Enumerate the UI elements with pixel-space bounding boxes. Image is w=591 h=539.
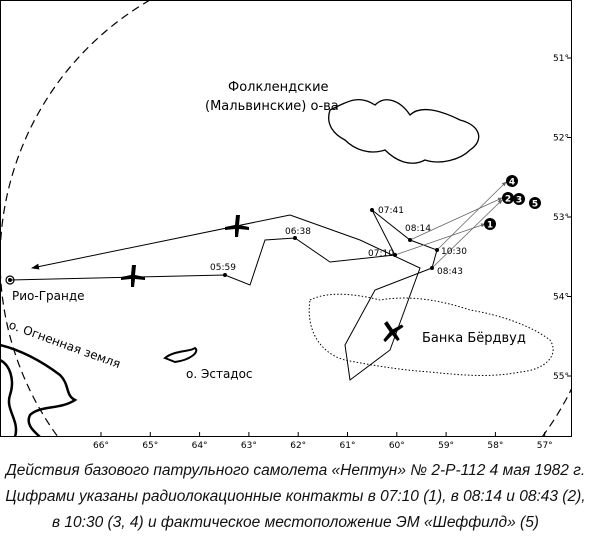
contact-marker (513, 193, 525, 205)
contact-label: 1 (487, 221, 493, 231)
contact-label: 2 (505, 195, 511, 205)
waypoint (293, 236, 297, 240)
longitude-label: 59° (438, 441, 454, 451)
place-label: Рио-Гранде (12, 289, 85, 303)
longitude-label: 61° (340, 441, 356, 451)
contact-marker (529, 197, 541, 209)
place-label: о. Эстадос (186, 367, 253, 381)
time-label: 10:30 (441, 247, 467, 257)
waypoint (408, 238, 412, 242)
latitude-label: 54° (553, 293, 569, 303)
frame (0, 0, 572, 437)
contact-label: 5 (532, 200, 538, 210)
waypoint (370, 208, 374, 212)
time-label: 05:59 (210, 263, 236, 273)
latitude-label: 53° (553, 213, 569, 223)
time-label: 06:38 (285, 227, 311, 237)
time-label: 08:43 (437, 267, 463, 277)
longitude-label: 62° (290, 441, 306, 451)
longitude-label: 57° (537, 441, 553, 451)
longitude-label: 66° (93, 441, 109, 451)
longitude-label: 64° (192, 441, 208, 451)
latitude-label: 55° (553, 372, 569, 382)
time-label: 07:10 (368, 249, 394, 259)
latitude-label: 52° (553, 134, 569, 144)
longitude-label: 63° (241, 441, 257, 451)
longitude-label: 65° (142, 441, 158, 451)
coastlines (0, 0, 572, 437)
contact-marker (502, 192, 514, 204)
waypoint (393, 253, 397, 257)
contact-label: 3 (516, 196, 522, 206)
map: 66° 65° 64° 63° 62° 61° 60° 59° 58° 57° 51° 52° 53° 5… (0, 0, 572, 451)
longitude-label: 60° (389, 441, 405, 451)
aircraft-icons (121, 215, 404, 343)
contact-lines (394, 181, 507, 269)
caption-line: Действия базового патрульного самолета «… (5, 462, 586, 479)
waypoint (223, 273, 227, 277)
waypoint (430, 266, 434, 270)
contact-marker (484, 218, 496, 230)
place-label: (Мальвинские) о-ва (205, 99, 339, 114)
caption-line: Цифрами указаны радиолокационные контакт… (5, 488, 586, 505)
place-label: Фолклендские (228, 80, 329, 95)
waypoint (435, 248, 439, 252)
time-label: 08:14 (405, 224, 431, 234)
place-label: Банка Бёрдвуд (422, 331, 526, 346)
caption-line: в 10:30 (3, 4) и фактическое местоположе… (52, 514, 539, 531)
place-label: о. Огненная земля (7, 318, 122, 371)
time-label: 07:41 (378, 206, 404, 216)
longitude-label: 58° (487, 441, 503, 451)
contact-marker (506, 175, 518, 187)
latitude-label: 51° (553, 54, 569, 64)
contact-label: 4 (509, 178, 515, 188)
